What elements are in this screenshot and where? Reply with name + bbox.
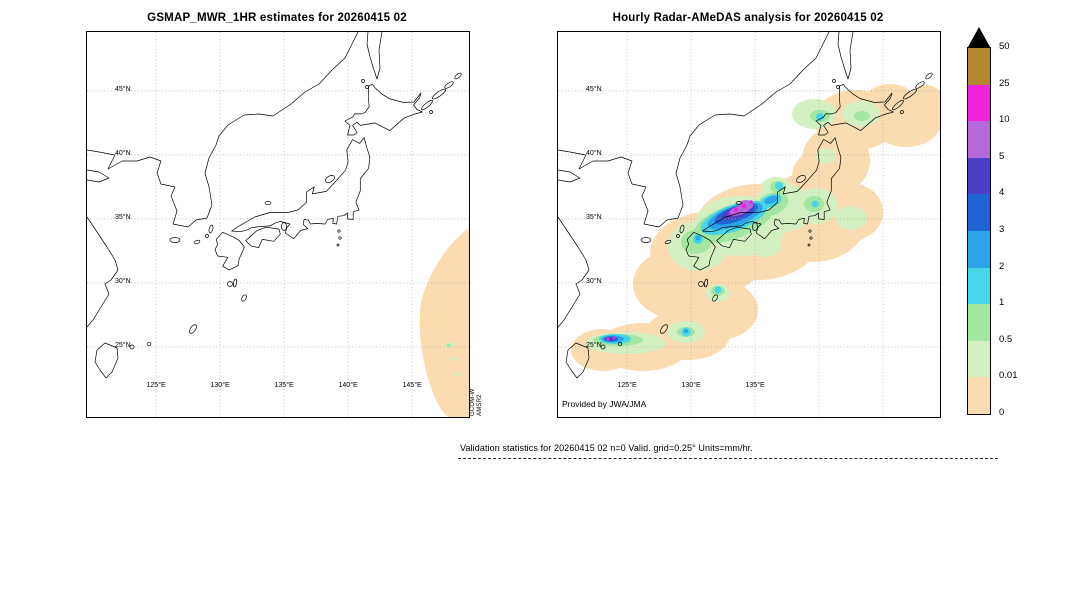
lat-label: 35°N [586, 214, 602, 222]
lat-label: 40°N [586, 150, 602, 158]
colorbar: 50 25 10 5 4 3 2 1 0.5 0.01 0 [967, 27, 1031, 419]
lat-label: 35°N [115, 214, 131, 222]
colorbar-segment [968, 48, 990, 85]
lon-label: 130°E [210, 382, 230, 389]
left-map [87, 32, 469, 417]
lon-label: 125°E [146, 382, 166, 389]
colorbar-tick-label: 10 [999, 114, 1010, 126]
colorbar-segment [968, 230, 990, 268]
lon-label: 125°E [617, 382, 637, 389]
right-map-panel: Provided by JWA/JMA 45°N 40°N 35°N 30°N 25°N… [557, 31, 941, 418]
lon-label: 145°E [402, 382, 422, 389]
lat-label: 45°N [586, 86, 602, 94]
lon-label: 135°E [745, 382, 765, 389]
precipitation-overlay [571, 84, 940, 371]
lon-label: 135°E [274, 382, 294, 389]
satellite-sensor-label: GCOM-W AMSR2 [470, 388, 484, 416]
colorbar-bar [967, 47, 991, 415]
lon-label: 140°E [338, 382, 358, 389]
lat-label: 30°N [586, 278, 602, 286]
precip-level-25 [606, 200, 753, 341]
colorbar-tick-label: 50 [999, 41, 1010, 52]
colorbar-tick-label: 25 [999, 77, 1010, 89]
lat-label: 30°N [115, 278, 131, 286]
colorbar-tick-label: 3 [999, 224, 1005, 235]
lat-label: 25°N [115, 342, 131, 350]
colorbar-tick-label: 0 [999, 407, 1005, 418]
colorbar-tick-label: 0.01 [999, 370, 1018, 382]
colorbar-overflow-triangle [968, 27, 990, 47]
sensor-name: AMSR2 [477, 394, 484, 416]
left-panel-title: GSMAP_MWR_1HR estimates for 20260415 02 [147, 12, 407, 24]
colorbar-tick-label: 2 [999, 260, 1005, 272]
colorbar-segment [968, 84, 990, 122]
right-map [558, 32, 940, 417]
colorbar-segment [968, 157, 990, 195]
satellite-swath-overlay [419, 228, 469, 417]
data-credit: Provided by JWA/JMA [562, 399, 647, 409]
lat-label: 25°N [586, 342, 602, 350]
left-map-panel: 45°N 40°N 35°N 30°N 25°N 125°E 130°E 135°E 140°E… [86, 31, 470, 418]
validation-stats-text: Validation statistics for 20260415 02 n=… [460, 443, 753, 453]
colorbar-tick-label: 5 [999, 150, 1005, 162]
colorbar-segment [968, 340, 990, 378]
colorbar-segment [968, 267, 990, 305]
right-panel-title: Hourly Radar-AMeDAS analysis for 2026041… [612, 12, 884, 24]
colorbar-tick-label: 1 [999, 297, 1005, 309]
lat-label: 40°N [115, 150, 131, 158]
lat-label: 45°N [115, 86, 131, 94]
satellite-name: GCOM-W [470, 388, 476, 416]
colorbar-segment [968, 194, 990, 231]
validation-dashed-line [458, 458, 998, 459]
colorbar-tick-label: 4 [999, 187, 1005, 199]
colorbar-segment [968, 121, 990, 158]
colorbar-segment [968, 377, 990, 414]
colorbar-segment [968, 304, 990, 341]
lon-label: 130°E [681, 382, 701, 389]
colorbar-tick-label: 0.5 [999, 333, 1013, 345]
